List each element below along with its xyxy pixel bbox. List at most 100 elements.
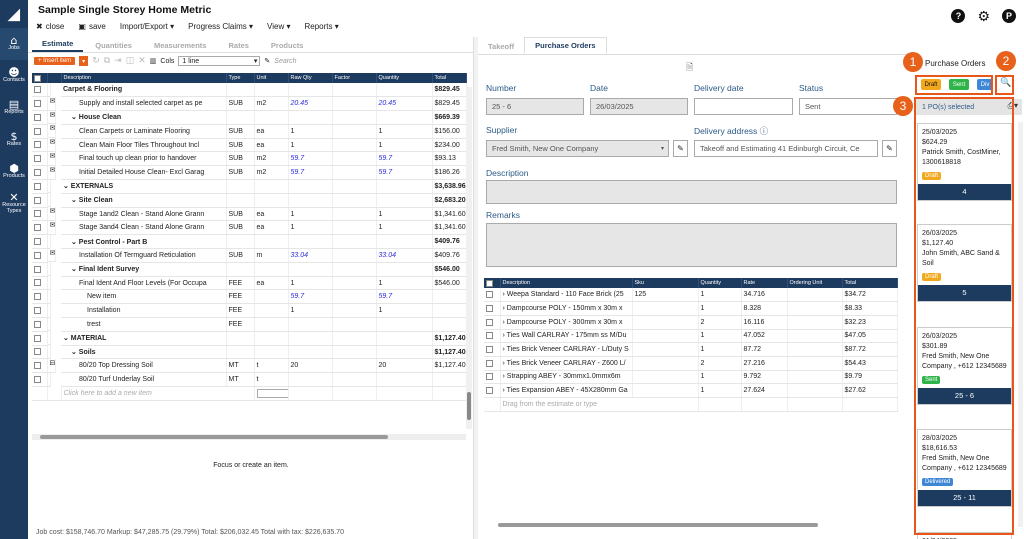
table-row[interactable]: ✉ Supply and install selected carpet as p…: [32, 96, 467, 112]
row-select-cell[interactable]: [32, 220, 48, 236]
po-row-checkbox[interactable]: [486, 359, 493, 367]
tab-measurements[interactable]: Measurements: [153, 41, 207, 50]
table-row[interactable]: trest FEE: [32, 317, 467, 332]
row-checkbox[interactable]: [34, 85, 41, 93]
help-icon[interactable]: ?: [951, 9, 966, 23]
pencil-icon[interactable]: ✎: [264, 57, 271, 65]
row-checkbox[interactable]: [34, 196, 41, 204]
delete-icon[interactable]: ✕: [138, 56, 146, 66]
sidebar-item-reports[interactable]: ▤ Reports: [0, 92, 28, 124]
table-row[interactable]: Final Ident And Floor Levels (For Occupa…: [32, 276, 467, 291]
po-item-description[interactable]: › Dampcourse POLY - 300mm x 30m x: [500, 315, 633, 330]
table-row[interactable]: New item FEE 59.7 59.7: [32, 289, 467, 305]
po-item-description[interactable]: › Ties Wall CARLRAY - 175mm ss M/Du: [500, 329, 633, 344]
po-drag-input[interactable]: Drag from the estimate or type: [500, 397, 699, 412]
po-item-description[interactable]: › Dampcourse POLY - 150mm x 30m x: [500, 301, 633, 316]
row-checkbox[interactable]: [34, 155, 41, 163]
table-row[interactable]: ✉ Clean Carpets or Laminate Flooring SUB ea…: [32, 124, 467, 139]
row-checkbox[interactable]: [34, 279, 41, 287]
po-row-checkbox[interactable]: [486, 373, 493, 381]
search-icon[interactable]: 🔍: [1000, 78, 1012, 88]
select-all-checkbox[interactable]: [32, 73, 48, 83]
filter-div-button[interactable]: Div: [977, 79, 993, 90]
po-card[interactable]: 28/03/2025 $18,616.53 Fred Smith, New One …: [917, 429, 1012, 507]
estimate-vertical-scrollbar[interactable]: [466, 87, 472, 429]
row-select-cell[interactable]: [32, 276, 48, 291]
po-add-row[interactable]: Drag from the estimate or type: [484, 397, 898, 412]
edit-address-button[interactable]: ✎: [882, 140, 897, 157]
copy-icon[interactable]: ⧉: [103, 56, 111, 66]
po-row-select-cell[interactable]: [484, 315, 501, 330]
row-select-cell[interactable]: [32, 331, 48, 346]
po-row-select-cell[interactable]: [484, 301, 501, 316]
po-row-select-cell[interactable]: [484, 383, 501, 398]
po-row-checkbox[interactable]: [486, 290, 493, 298]
status-select[interactable]: Sent: [799, 98, 897, 115]
import-export-menu[interactable]: Import/Export ▾: [119, 22, 175, 31]
expand-chevron-icon[interactable]: ›: [502, 332, 507, 340]
row-checkbox[interactable]: [34, 334, 41, 342]
row-select-cell[interactable]: [32, 372, 48, 388]
row-checkbox[interactable]: [34, 237, 41, 245]
po-row-checkbox[interactable]: [486, 332, 493, 340]
supplier-select[interactable]: Fred Smith, New One Company ▾: [486, 140, 669, 157]
tab-quantities[interactable]: Quantities: [95, 41, 132, 50]
app-logo[interactable]: ◢: [8, 6, 20, 23]
row-select-cell[interactable]: [32, 110, 48, 125]
table-row[interactable]: 80/20 Turf Underlay Soil MT t: [32, 372, 467, 388]
delivery-date-field[interactable]: [694, 98, 793, 115]
expand-chevron-icon[interactable]: ›: [502, 305, 507, 313]
table-row[interactable]: Installation FEE 1 1: [32, 303, 467, 319]
row-checkbox[interactable]: [34, 100, 41, 108]
po-item-row[interactable]: › Dampcourse POLY - 300mm x 30m x 2 16.116…: [484, 315, 898, 330]
tab-takeoff[interactable]: Takeoff: [488, 42, 515, 51]
date-field[interactable]: 26/03/2025: [590, 98, 688, 115]
po-row-select-cell[interactable]: [484, 329, 501, 344]
document-icon[interactable]: 🗎: [686, 63, 694, 73]
row-select-cell[interactable]: [32, 151, 48, 167]
table-row[interactable]: ✉ Stage 3and4 Clean - Stand Alone Grann SU…: [32, 220, 467, 236]
number-field[interactable]: 25 - 6: [486, 98, 584, 115]
row-select-cell[interactable]: [32, 165, 48, 181]
row-select-cell[interactable]: [32, 317, 48, 332]
row-select-cell[interactable]: [32, 96, 48, 112]
po-horizontal-scrollbar[interactable]: [484, 522, 897, 528]
po-col-sku[interactable]: Sku: [632, 278, 699, 288]
sidebar-item-jobs[interactable]: ⌂ Jobs: [0, 28, 28, 60]
expand-chevron-icon[interactable]: ›: [502, 359, 507, 367]
sidebar-item-products[interactable]: ⬢ Products: [0, 156, 28, 188]
row-select-cell[interactable]: [32, 83, 48, 98]
table-row[interactable]: ⌄ MATERIAL $1,127.40: [32, 331, 467, 346]
tab-products[interactable]: Products: [270, 41, 304, 50]
col-quantity[interactable]: Quantity: [376, 73, 433, 83]
table-row[interactable]: Carpet & Flooring $829.45: [32, 83, 467, 98]
row-checkbox[interactable]: [34, 320, 41, 328]
row-checkbox[interactable]: [34, 141, 41, 149]
po-card[interactable]: 26/03/2025 $301.89 Fred Smith, New One Com…: [917, 327, 1012, 405]
row-checkbox[interactable]: [34, 348, 41, 356]
po-item-description[interactable]: › Weepa Standard - 110 Face Brick (25: [500, 288, 633, 303]
po-row-select-cell[interactable]: [484, 342, 501, 357]
expand-chevron-icon[interactable]: ›: [502, 318, 507, 326]
po-col-rate[interactable]: Rate: [741, 278, 788, 288]
cube-icon[interactable]: ◫: [125, 56, 135, 66]
po-item-row[interactable]: › Ties Wall CARLRAY - 175mm ss M/Du 1 47.0…: [484, 329, 898, 344]
row-checkbox[interactable]: [34, 251, 41, 259]
row-checkbox[interactable]: [34, 113, 41, 121]
expand-chevron-icon[interactable]: ›: [502, 346, 507, 354]
po-item-row[interactable]: › Weepa Standard - 110 Face Brick (25 125…: [484, 288, 898, 303]
row-select-cell[interactable]: [32, 289, 48, 305]
add-item-row[interactable]: Click here to add a new item ▾: [32, 386, 467, 401]
edit-supplier-button[interactable]: ✎: [673, 140, 688, 157]
tab-purchase-orders[interactable]: Purchase Orders: [524, 37, 607, 54]
row-checkbox[interactable]: [34, 293, 41, 301]
save-button[interactable]: ▣ save: [78, 22, 105, 31]
insert-item-button[interactable]: + Insert item: [34, 57, 76, 65]
po-col-quantity[interactable]: Quantity: [698, 278, 742, 288]
po-row-select-cell[interactable]: [484, 356, 501, 371]
po-col-total[interactable]: Total: [842, 278, 898, 288]
description-field[interactable]: [486, 180, 897, 204]
expand-chevron-icon[interactable]: ›: [502, 291, 507, 299]
po-card[interactable]: 26/03/2025 $1,127.40 John Smith, ABC Sand …: [917, 224, 1012, 302]
